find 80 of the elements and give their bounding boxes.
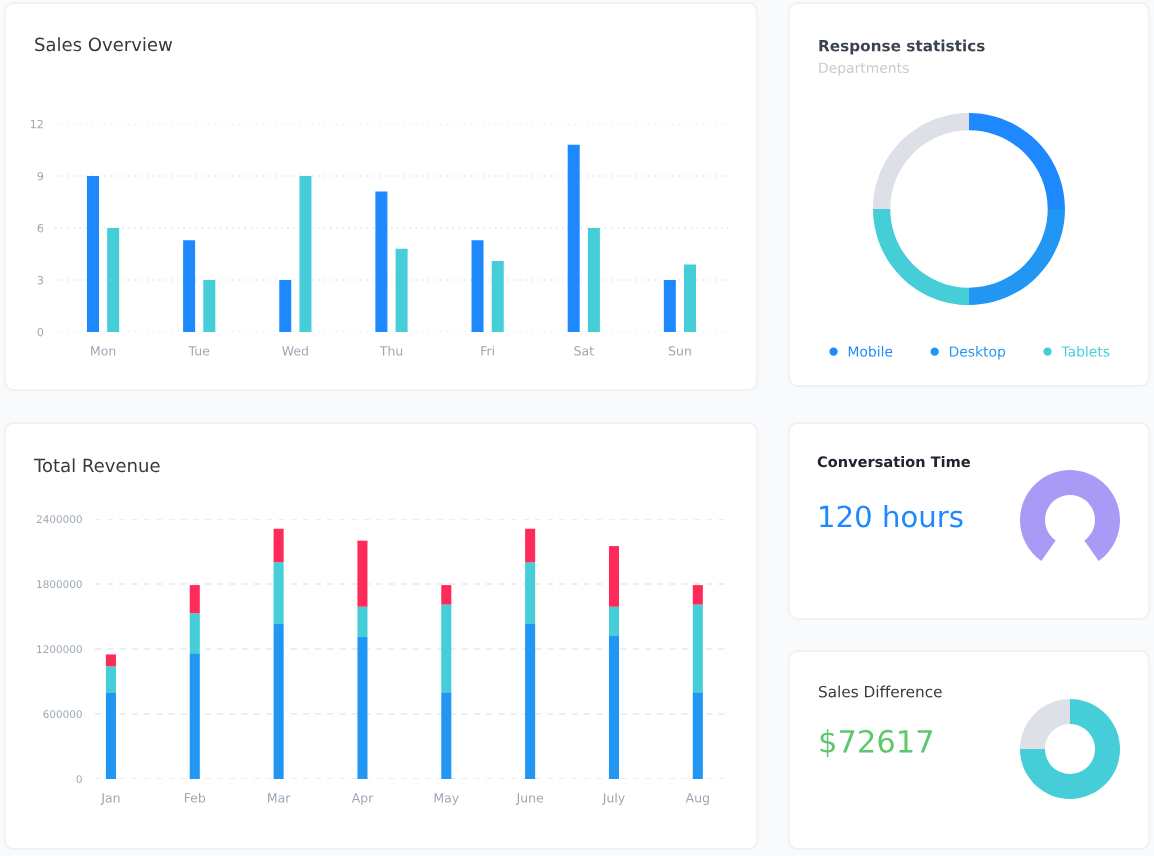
bar: [107, 228, 120, 332]
bar: [441, 585, 452, 605]
x-tick-label: Apr: [351, 793, 374, 805]
x-tick-label: July: [602, 792, 625, 805]
bar: [525, 624, 536, 779]
bar: [608, 636, 620, 779]
text: $72617: [820, 729, 933, 757]
x-tick-label: Tue: [188, 346, 210, 356]
y-tick-label: 1800000: [37, 580, 82, 589]
bar: [684, 264, 697, 332]
x-tick-label: Fri: [481, 345, 494, 356]
bar: [525, 562, 536, 625]
bar: [692, 604, 703, 693]
x-tick-label: May: [434, 793, 459, 805]
x-tick-label: June: [515, 793, 544, 805]
bar: [692, 692, 703, 779]
chart-subtitle: Departments: [819, 62, 909, 76]
bar: [189, 585, 200, 614]
text: Sales Difference: [819, 685, 942, 698]
x-tick-label: Mar: [268, 793, 291, 803]
x-tick-label: Sat: [574, 346, 594, 356]
bar: [441, 604, 452, 693]
x-tick-label: Feb: [184, 792, 206, 803]
donut-slice: [969, 209, 1065, 305]
bar: [279, 280, 292, 332]
bar: [357, 637, 368, 779]
y-tick-label: 600000: [43, 710, 82, 719]
bar: [525, 528, 536, 563]
chart-title: Total Revenue: [33, 458, 160, 473]
text: 120 hours: [820, 504, 963, 528]
chart-title: Response statistics: [819, 39, 985, 55]
bar: [105, 692, 116, 779]
bar: [86, 176, 99, 332]
donut-slice: [1020, 699, 1070, 749]
bar: [608, 606, 620, 636]
chart-title: Sales Overview: [35, 37, 173, 52]
bar: [395, 248, 408, 332]
x-tick-label: Mon: [91, 346, 116, 356]
legend-label: Tablets: [1061, 345, 1110, 357]
y-tick-label: 0: [76, 775, 82, 784]
y-tick-label: 1200000: [37, 645, 82, 654]
legend-label: Mobile: [848, 345, 893, 357]
donut-slice: [1020, 699, 1120, 799]
bar: [567, 144, 580, 332]
bar: [491, 260, 504, 332]
bar: [189, 653, 200, 779]
bar: [105, 654, 116, 667]
x-tick-label: Jan: [100, 793, 120, 805]
x-tick-label: Sun: [668, 346, 691, 356]
bar: [183, 240, 196, 332]
y-tick-label: 9: [37, 171, 44, 181]
x-tick-label: Wed: [282, 345, 308, 356]
y-tick-label: 6: [37, 223, 44, 233]
bar: [692, 585, 703, 605]
y-tick-label: 12: [30, 119, 43, 129]
bar: [273, 562, 284, 625]
bar: [663, 280, 676, 332]
bar: [375, 191, 388, 332]
y-tick-label: 0: [37, 327, 44, 337]
bar: [189, 613, 200, 654]
bar: [441, 692, 452, 779]
bar: [608, 546, 620, 607]
x-tick-label: Thu: [379, 345, 403, 356]
bar: [273, 528, 284, 563]
legend-label: Desktop: [949, 345, 1006, 360]
y-tick-label: 3: [37, 275, 43, 285]
y-tick-label: 2400000: [36, 515, 82, 524]
bar: [587, 228, 600, 332]
donut-slice: [873, 113, 969, 209]
bar: [299, 176, 312, 332]
bar: [357, 606, 368, 638]
text: Conversation Time: [817, 455, 970, 468]
bar: [105, 666, 116, 693]
donut-slice: [969, 113, 1065, 209]
bar: [203, 280, 216, 332]
bar: [357, 540, 368, 607]
donut-slice: [873, 209, 969, 305]
bar: [471, 240, 484, 332]
bar: [273, 624, 284, 779]
x-tick-label: Aug: [685, 793, 709, 805]
